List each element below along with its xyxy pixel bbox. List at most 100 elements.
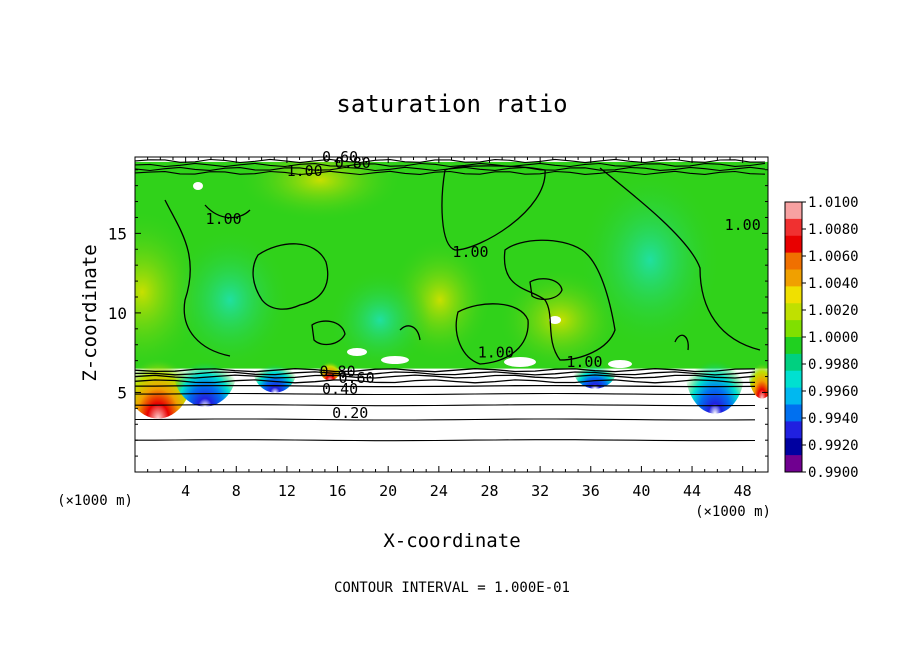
contour-line	[135, 379, 756, 384]
colorbar-label: 1.0080	[808, 222, 859, 238]
y-axis-label: Z-coordinate	[79, 244, 101, 381]
plot-area	[135, 157, 768, 472]
colorbar-label: 1.0040	[808, 276, 859, 292]
colorbar-label: 1.0060	[808, 249, 859, 265]
colorbar-swatch	[785, 370, 802, 389]
weak-subsaturation-patch	[580, 170, 720, 350]
contour-label: 1.00	[566, 353, 602, 371]
contour-label: 1.00	[287, 162, 323, 180]
x-tick-label: 44	[683, 482, 701, 500]
contour-label: 1.00	[206, 210, 242, 228]
colorbar: 1.0100 1.0080 1.0060 1.0040 1.0020 1.0000 0.99…	[784, 195, 859, 481]
unshaded-gap	[347, 348, 367, 356]
colorbar-swatch	[785, 269, 802, 287]
contour-line	[135, 374, 756, 379]
contour-line	[204, 204, 251, 219]
weak-subsaturation-patch	[330, 270, 430, 370]
unshaded-gap	[381, 356, 409, 364]
colorbar-swatch	[785, 218, 802, 237]
contour-line	[135, 418, 756, 421]
contour-labels: 0.600.801.001.001.001.001.001.000.800.60…	[206, 148, 761, 422]
colorbar-swatch	[785, 286, 802, 304]
contour-label: 1.00	[725, 216, 761, 234]
contour-line	[503, 239, 616, 361]
unshaded-gap	[549, 316, 561, 324]
contour-line	[441, 165, 546, 251]
colorbar-swatch	[785, 387, 802, 405]
contour-line	[135, 170, 766, 176]
colorbar-swatch	[785, 353, 802, 372]
contour-line	[599, 167, 761, 351]
x-tick-label: 8	[232, 482, 241, 500]
subsaturation-minimum	[685, 323, 745, 414]
subsaturation-minimum	[573, 348, 617, 389]
contour-line	[135, 384, 756, 388]
colorbar-label: 1.0100	[808, 195, 859, 211]
x-tick-label: 12	[278, 482, 296, 500]
y-axis-ticks: 5 10 15	[108, 169, 768, 457]
x-tick-label: 4	[181, 482, 190, 500]
contour-line	[135, 392, 756, 396]
colorbar-label: 1.0000	[808, 330, 859, 346]
contour-line	[135, 439, 756, 442]
x-unit-right: (×1000 m)	[695, 504, 771, 520]
contour-label: 0.60	[338, 369, 374, 387]
colorbar-swatch	[785, 421, 802, 439]
x-axis-ticks: 4 8 12 16 20 24 28 32 36 40 44 48	[147, 157, 756, 500]
x-axis-label: X-coordinate	[383, 530, 520, 552]
x-tick-label: 20	[379, 482, 397, 500]
unshaded-gap	[193, 182, 203, 190]
chart-title: saturation ratio	[336, 90, 567, 118]
contour-interval-note: CONTOUR INTERVAL = 1.000E-01	[334, 580, 570, 596]
contour-label: 0.80	[335, 154, 371, 172]
contour-label: 0.40	[322, 380, 358, 398]
unshaded-gap	[504, 357, 536, 367]
colorbar-label: 0.9960	[808, 384, 859, 400]
colorbar-swatch	[785, 235, 802, 254]
supersaturation-edge	[748, 338, 768, 399]
colorbar-swatch	[785, 303, 802, 321]
colorbar-label: 0.9980	[808, 357, 859, 373]
x-tick-label: 24	[430, 482, 448, 500]
x-unit-left: (×1000 m)	[57, 493, 133, 509]
contour-line	[135, 371, 756, 376]
colorbar-swatch	[785, 455, 802, 473]
colorbar-swatch	[785, 252, 802, 270]
colorbar-label: 0.9900	[808, 465, 859, 481]
contour-label: 1.00	[452, 243, 488, 261]
contour-line	[135, 368, 756, 373]
x-tick-label: 36	[582, 482, 600, 500]
x-tick-label: 16	[329, 482, 347, 500]
contour-line	[252, 243, 329, 310]
y-tick-label: 15	[108, 224, 127, 243]
colorbar-swatch	[785, 438, 802, 456]
y-tick-label: 10	[108, 304, 127, 323]
contour-line	[135, 158, 766, 164]
contour-line	[164, 199, 231, 357]
contour-label: 0.60	[322, 148, 358, 166]
colorbar-swatch	[785, 404, 802, 422]
contour-label: 0.20	[332, 404, 368, 422]
y-tick-label: 5	[117, 383, 127, 402]
contour-line	[135, 162, 766, 168]
colorbar-label: 0.9920	[808, 438, 859, 454]
contour-line	[529, 278, 563, 301]
x-tick-label: 40	[632, 482, 650, 500]
contour-line	[399, 325, 421, 341]
contour-label: 0.80	[319, 363, 355, 381]
x-tick-label: 32	[531, 482, 549, 500]
colorbar-label: 1.0020	[808, 303, 859, 319]
contour-line	[135, 404, 756, 407]
contour-line	[455, 303, 529, 365]
contour-line	[311, 320, 346, 346]
contour-lines	[135, 158, 766, 442]
colorbar-swatch	[785, 202, 802, 220]
x-tick-label: 28	[480, 482, 498, 500]
colorbar-swatch	[785, 320, 802, 338]
colorbar-label: 0.9940	[808, 411, 859, 427]
contour-label: 1.00	[478, 343, 514, 361]
colorbar-swatch	[785, 337, 802, 355]
weak-supersaturation-patch	[240, 157, 400, 220]
unshaded-gap	[608, 360, 632, 368]
